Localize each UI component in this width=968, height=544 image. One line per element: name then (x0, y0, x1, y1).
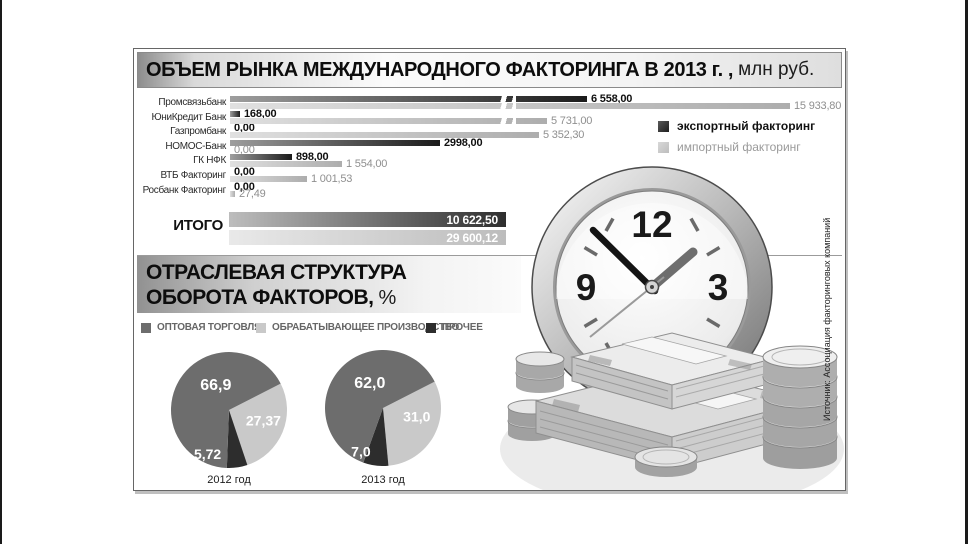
import-bar (230, 161, 342, 168)
export-value: 2998,00 (444, 136, 483, 149)
import-value: 5 352,30 (543, 129, 585, 142)
pie-value-label: 5,72 (194, 446, 221, 462)
section2-title-line1: ОТРАСЛЕВАЯ СТРУКТУРА (146, 261, 407, 284)
main-title-unit: млн руб. (738, 59, 815, 80)
bar-row: ЮниКредит Банк 168,00 5 731,00 (134, 107, 845, 127)
infographic-panel: ОБЪЕМ РЫНКА МЕЖДУНАРОДНОГО ФАКТОРИНГА В … (133, 48, 846, 491)
export-legend-label: экспортный факторинг (677, 119, 816, 133)
export-legend-swatch (658, 120, 669, 132)
legend-item-export: экспортный факторинг (658, 119, 815, 133)
pie-caption-2013: 2013 год (361, 474, 405, 486)
front-coin (634, 446, 698, 477)
pie-slice-0 (170, 351, 281, 468)
pie-chart-2013: 62,0 31,0 7,0 (325, 350, 441, 466)
bar-row: Газпромбанк 0,00 5 352,30 (134, 122, 845, 142)
right-coin-stack (762, 345, 838, 469)
wholesale-swatch (141, 322, 151, 333)
export-value: 898,00 (296, 151, 329, 164)
pie-value-label: 66,9 (200, 377, 231, 394)
export-bar (230, 95, 587, 103)
axis-break-icon (498, 116, 516, 125)
bar-row: Росбанк Факторинг 0,00 27,49 (134, 180, 845, 200)
pie-slice-2 (363, 408, 389, 466)
section2-title-line2: ОБОРОТА ФАКТОРОВ, % (146, 286, 397, 309)
export-value: 0,00 (234, 165, 255, 178)
pie-legend-item-wholesale: ОПТОВАЯ ТОРГОВЛЯ (141, 322, 261, 333)
clock-minute-hand (589, 226, 659, 295)
pie-value-label: 27,37 (246, 413, 281, 429)
section-divider-line (137, 255, 842, 256)
export-bar (230, 139, 440, 146)
import-bar (230, 190, 235, 197)
bank-label: НОМОС-Банк (165, 140, 226, 152)
banknote-bundle-top (570, 332, 774, 410)
export-value: 168,00 (244, 107, 277, 120)
total-export-bar: 10 622,50 (229, 212, 506, 227)
import-bar (230, 116, 547, 125)
bar-row: Промсвязьбанк 6 558,00 15 933,80 (134, 93, 845, 112)
page-right-edge (965, 0, 968, 544)
total-import-bar: 29 600,12 (229, 230, 506, 245)
section2-title-band: ОТРАСЛЕВАЯ СТРУКТУРА ОБОРОТА ФАКТОРОВ, % (137, 256, 521, 313)
import-bar (230, 175, 307, 182)
import-bar (230, 132, 539, 139)
pie-slice-1 (383, 381, 441, 466)
pie-slice-1 (229, 383, 287, 466)
page-left-edge (0, 0, 2, 544)
import-legend-swatch (658, 141, 669, 153)
main-title-band: ОБЪЕМ РЫНКА МЕЖДУНАРОДНОГО ФАКТОРИНГА В … (137, 52, 842, 88)
total-row-label: ИТОГО (173, 217, 223, 234)
bank-label: ГК НФК (193, 155, 226, 167)
pie-value-label: 7,0 (351, 443, 371, 459)
clock-gloss (556, 203, 748, 299)
money-illustration (500, 332, 844, 490)
manufacturing-swatch (256, 322, 266, 333)
bank-label: ЮниКредит Банк (151, 111, 226, 123)
import-value: 1 554,00 (346, 158, 388, 171)
pie-caption-2012: 2012 год (207, 474, 251, 486)
import-bar (230, 102, 790, 110)
pie-chart-2012: 66,9 27,37 5,72 (170, 351, 287, 468)
pie-value-label: 31,0 (403, 409, 430, 425)
bank-label: Росбанк Факторинг (142, 184, 227, 196)
bar-chart: Промсвязьбанк 6 558,00 15 933,80 ЮниКредит … (134, 93, 845, 200)
total-bars: 10 622,50 29 600,12 (229, 212, 506, 248)
pie-legend-item-manufacturing: ОБРАБАТЫВАЮЩЕЕ ПРОИЗВОДСТВО (256, 322, 459, 333)
import-value: 0,00 (234, 143, 255, 156)
bar-row: НОМОС-Банк 2998,00 0,00 (134, 136, 845, 156)
axis-break-icon (498, 95, 516, 103)
pie-slice-0 (325, 350, 435, 463)
clock-number-12: 12 (631, 204, 672, 245)
source-note: Источник: Ассоциация факторинговых компа… (822, 217, 832, 421)
export-bar (230, 110, 240, 117)
legend-item-import: импортный факторинг (658, 140, 815, 154)
axis-break-icon (498, 102, 516, 110)
clock-number-9: 9 (576, 267, 597, 308)
section2-title-unit: % (373, 287, 397, 309)
other-swatch (426, 322, 436, 333)
bar-chart-legend: экспортный факторинг импортный факторинг (658, 119, 815, 161)
main-title: ОБЪЕМ РЫНКА МЕЖДУНАРОДНОГО ФАКТОРИНГА В … (146, 58, 734, 81)
bank-label: ВТБ Факторинг (160, 169, 226, 181)
import-value: 1 001,53 (311, 172, 353, 185)
import-legend-label: импортный факторинг (677, 140, 801, 154)
bar-row: ВТБ Факторинг 0,00 1 001,53 (134, 165, 845, 185)
clock-number-3: 3 (708, 267, 729, 308)
bar-row: ГК НФК 898,00 1 554,00 (134, 151, 845, 171)
import-value: 15 933,80 (794, 100, 842, 112)
pie-legend-item-other: ПРОЧЕЕ (426, 322, 483, 333)
import-value: 5 731,00 (551, 114, 593, 127)
export-value: 0,00 (234, 180, 255, 193)
import-value: 27,49 (239, 187, 266, 200)
export-value: 6 558,00 (591, 93, 633, 105)
bank-label: Промсвязьбанк (158, 97, 226, 108)
pie-slice-2 (226, 410, 248, 468)
pie-value-label: 62,0 (354, 375, 385, 392)
export-value: 0,00 (234, 122, 255, 135)
bank-label: Газпромбанк (170, 126, 226, 138)
export-bar (230, 154, 292, 161)
